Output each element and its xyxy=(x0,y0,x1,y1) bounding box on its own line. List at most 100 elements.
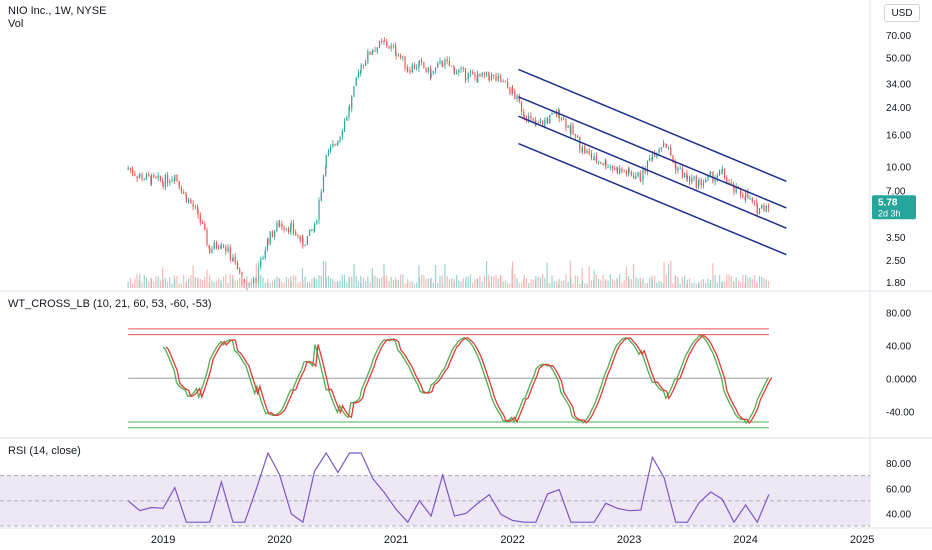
volume-bar xyxy=(723,281,726,288)
candle-body xyxy=(654,154,656,157)
candle xyxy=(485,71,488,78)
volume-bar xyxy=(348,276,351,288)
volume-bar xyxy=(520,282,523,288)
volume-bar xyxy=(684,276,686,288)
volume-bar xyxy=(148,281,150,288)
volume-bar xyxy=(460,281,462,288)
candle xyxy=(602,162,604,166)
candle-body xyxy=(316,220,318,224)
candle-body xyxy=(269,231,271,245)
volume-bar xyxy=(635,277,637,288)
price-tick-label: 70.00 xyxy=(886,31,911,42)
channel-lower-line[interactable] xyxy=(518,142,787,256)
volume-bar xyxy=(343,274,346,288)
volume-bar xyxy=(695,283,697,288)
candle-body xyxy=(707,175,709,180)
volume-bar xyxy=(600,280,602,288)
candle xyxy=(637,171,639,178)
candle-body xyxy=(304,244,306,247)
price-pane[interactable] xyxy=(127,37,770,291)
candle xyxy=(663,143,665,145)
volume-bar xyxy=(544,278,546,288)
candle xyxy=(145,172,148,181)
wt-indicator-title: WT_CROSS_LB (10, 21, 60, 53, -60, -53) xyxy=(8,298,212,310)
volume-bar xyxy=(162,267,164,288)
volume-bar xyxy=(434,265,437,288)
volume-bar xyxy=(264,282,266,288)
rsi-pane[interactable] xyxy=(0,451,870,527)
volume-bar xyxy=(197,278,199,288)
candle xyxy=(686,169,688,183)
candle-body xyxy=(651,154,653,160)
channel-upper-inner-line[interactable] xyxy=(518,96,787,209)
price-axis[interactable]: 70.00 50.00 34.00 24.00 16.00 10.00 7.00 3.50 2.… xyxy=(886,31,911,289)
volume-bar xyxy=(667,264,670,288)
volume-bar xyxy=(537,276,539,288)
candle-body xyxy=(313,223,316,229)
volume-bar xyxy=(334,281,336,288)
candle-body xyxy=(733,185,735,193)
candle-body xyxy=(453,67,455,75)
candle-body xyxy=(520,101,523,112)
candle xyxy=(325,154,327,168)
volume-bar xyxy=(304,276,306,288)
candle xyxy=(753,200,756,207)
candle-body xyxy=(406,68,408,70)
candle xyxy=(716,173,718,182)
volume-bar xyxy=(274,279,276,288)
volume-bar xyxy=(595,274,597,288)
candle-body xyxy=(544,119,546,126)
volume-bar xyxy=(472,282,474,288)
candle xyxy=(360,70,362,77)
candle-body xyxy=(611,166,614,169)
candle-body xyxy=(290,224,292,233)
candle xyxy=(472,69,474,75)
candle-body xyxy=(688,176,691,183)
volume-bar xyxy=(285,276,287,288)
candle-body xyxy=(155,176,157,178)
rsi-line[interactable] xyxy=(127,451,770,524)
candle-body xyxy=(355,77,357,86)
volume-bar xyxy=(411,281,413,288)
candle-body xyxy=(588,150,590,154)
candle-body xyxy=(586,150,588,153)
volume-bar xyxy=(588,266,590,288)
volume-bar xyxy=(555,281,558,288)
volume-bar xyxy=(672,283,674,288)
volume-bar xyxy=(495,274,497,288)
candle xyxy=(495,72,497,82)
candle-body xyxy=(535,123,537,126)
candle xyxy=(425,67,427,74)
candle-body xyxy=(584,146,586,153)
candle xyxy=(262,255,264,260)
volume-bar xyxy=(222,276,225,288)
candle xyxy=(721,165,723,175)
volume-bar xyxy=(141,282,143,288)
channel-mid-line[interactable] xyxy=(518,115,787,229)
candle-body xyxy=(229,247,231,260)
regression-channel[interactable] xyxy=(518,68,787,256)
wt2-line[interactable] xyxy=(165,334,773,425)
candle xyxy=(411,62,413,74)
volume-bar xyxy=(730,276,732,288)
wt-cross-pane[interactable] xyxy=(128,328,773,429)
candle-body xyxy=(453,65,455,68)
candle xyxy=(749,195,751,201)
time-axis[interactable]: 2019 2020 2021 2022 2023 2024 2025 xyxy=(151,534,874,546)
candle-body xyxy=(593,156,595,161)
volume-bar xyxy=(236,280,239,288)
volume-bar xyxy=(465,276,467,288)
candle xyxy=(565,118,567,132)
channel-upper-line[interactable] xyxy=(518,68,787,183)
candle xyxy=(304,244,306,247)
candle-body xyxy=(637,172,639,177)
candle xyxy=(348,104,351,112)
candle xyxy=(325,165,327,177)
candle xyxy=(588,148,590,156)
candle xyxy=(341,129,343,141)
volume-bar xyxy=(194,276,196,288)
candle-body xyxy=(563,118,565,120)
currency-button[interactable]: USD xyxy=(884,4,920,22)
candle-body xyxy=(271,231,274,237)
